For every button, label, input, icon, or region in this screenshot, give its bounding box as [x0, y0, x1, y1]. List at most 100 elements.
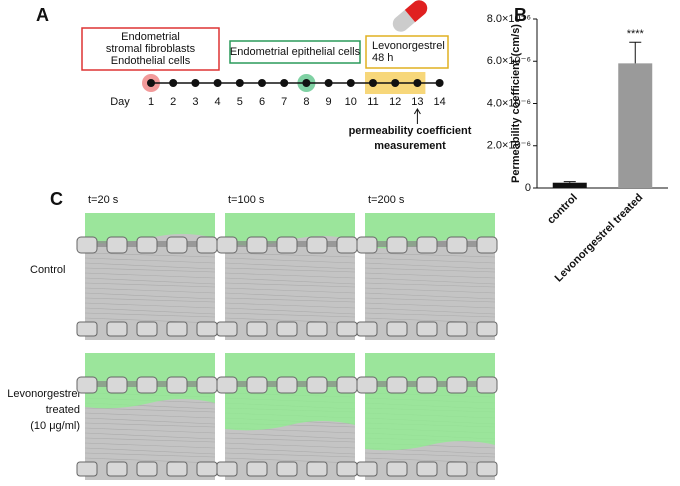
fiber: [364, 292, 496, 300]
pillar: [356, 321, 378, 337]
y-tick-label: 4.0×10⁻⁶: [487, 97, 531, 109]
fiber: [84, 452, 216, 458]
pillar: [446, 321, 468, 337]
fiber: [224, 272, 356, 279]
day-dot: [147, 79, 155, 87]
fiber: [84, 282, 216, 288]
day-label: 5: [237, 96, 243, 108]
micrograph: [76, 213, 218, 340]
fiber: [224, 262, 356, 270]
fiber: [364, 302, 496, 309]
day-dot: [169, 79, 178, 87]
step-text: Endothelial cells: [111, 55, 191, 67]
fiber: [224, 302, 356, 309]
step-text: Endometrial: [121, 31, 180, 43]
fiber: [364, 267, 496, 273]
pillar: [216, 376, 238, 394]
step-box: [365, 35, 449, 69]
day-label: 1: [148, 96, 154, 108]
pillar: [416, 461, 438, 477]
pillar: [476, 321, 498, 337]
pillar: [336, 376, 358, 394]
fiber: [84, 257, 216, 264]
fiber: [364, 312, 496, 318]
micrograph: [216, 213, 358, 340]
time-label: t=100 s: [228, 194, 265, 206]
fiber: [84, 412, 216, 419]
pillar: [136, 321, 158, 337]
pillar: [386, 461, 408, 477]
row-label: treated: [46, 404, 80, 416]
pillar: [416, 376, 438, 394]
pillar: [136, 461, 158, 477]
pillar: [476, 376, 498, 394]
pillar: [336, 461, 358, 477]
pillar: [76, 376, 98, 394]
significance: ****: [627, 28, 645, 40]
fiber: [84, 427, 216, 434]
fiber: [224, 252, 356, 258]
fiber: [364, 252, 496, 258]
fiber: [84, 277, 216, 285]
pillar: [446, 461, 468, 477]
day-label: 11: [367, 96, 378, 108]
pillar: [276, 461, 298, 477]
fiber: [224, 312, 356, 318]
fiber: [364, 272, 496, 279]
pillar: [76, 461, 98, 477]
day-dot: [235, 79, 244, 87]
pillar: [306, 321, 328, 337]
step-text: Levonorgestrel: [372, 40, 445, 52]
fiber: [84, 432, 216, 440]
day-label: 3: [192, 96, 198, 108]
bar: [552, 182, 587, 188]
fiber: [224, 267, 356, 273]
pillar: [106, 461, 128, 477]
measurement-text: measurement: [374, 140, 446, 152]
fiber: [84, 262, 216, 270]
pillar: [166, 461, 188, 477]
pillar: [196, 376, 218, 394]
day-title: Day: [110, 96, 130, 108]
pillar: [166, 321, 188, 337]
pillar: [106, 321, 128, 337]
y-tick-label: 6.0×10⁻⁶: [487, 55, 531, 67]
pillar: [446, 236, 468, 254]
pillar: [196, 461, 218, 477]
dye-region: [365, 353, 495, 451]
pillar: [416, 321, 438, 337]
day-dot: [258, 79, 266, 87]
pillar: [446, 376, 468, 394]
pillar: [246, 461, 268, 477]
bar: [618, 63, 653, 188]
pillar: [276, 321, 298, 337]
fiber: [224, 292, 356, 300]
y-tick-label: 0: [525, 182, 531, 194]
pillar: [106, 236, 128, 254]
fiber: [224, 457, 356, 464]
pillar: [246, 321, 268, 337]
day-label: 7: [281, 96, 287, 108]
day-dot: [280, 79, 289, 87]
fiber: [364, 317, 496, 324]
pillar: [196, 321, 218, 337]
micrograph: [76, 353, 218, 480]
time-label: t=20 s: [88, 194, 119, 206]
fiber: [84, 287, 216, 294]
pillar: [136, 236, 158, 254]
panel-label: C: [50, 189, 63, 209]
pillar: [76, 236, 98, 254]
fiber: [224, 447, 356, 455]
micrograph: [216, 353, 358, 480]
micrograph: [356, 213, 498, 340]
fiber: [224, 257, 356, 264]
fiber: [84, 447, 216, 455]
fiber: [84, 272, 216, 279]
row-label: Levonorgestrel: [7, 388, 80, 400]
fiber: [364, 277, 496, 285]
dye-region: [85, 213, 215, 244]
day-label: 12: [389, 96, 401, 108]
fiber: [224, 297, 356, 303]
fiber: [84, 267, 216, 273]
fiber: [224, 277, 356, 285]
